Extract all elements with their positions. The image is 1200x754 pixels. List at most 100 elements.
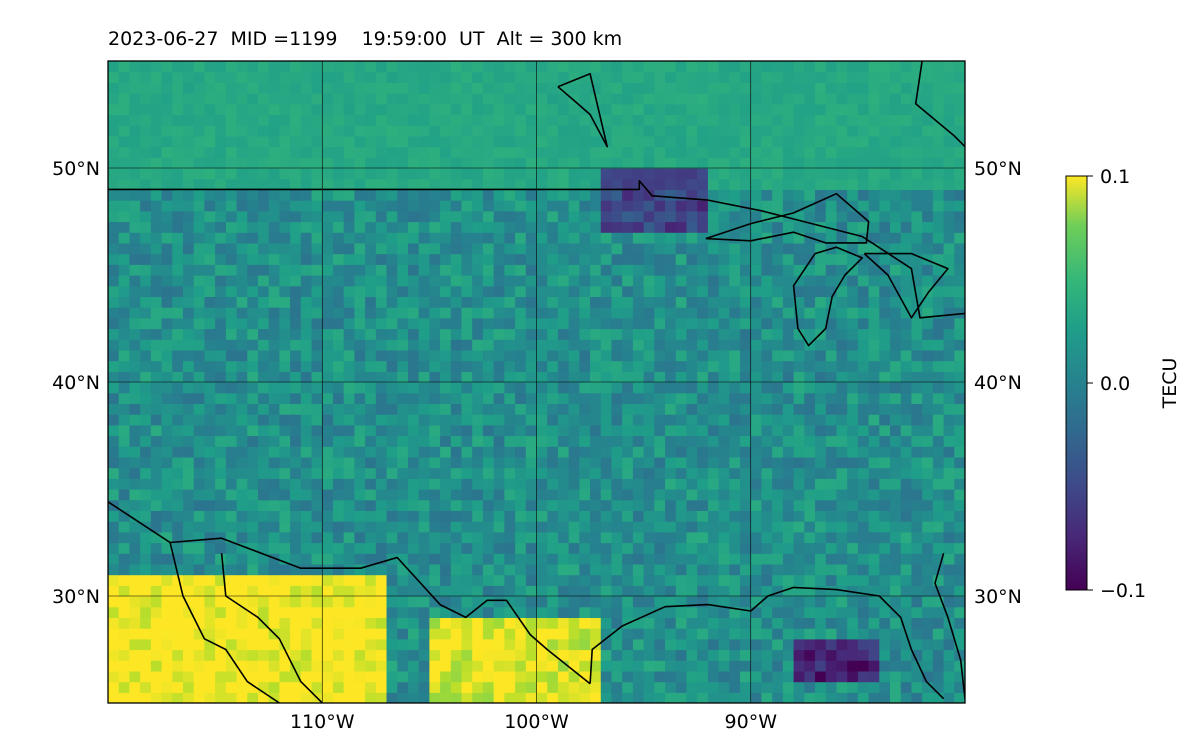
heat-cell	[343, 264, 355, 276]
heat-cell	[375, 403, 388, 415]
heat-cell	[815, 435, 827, 447]
heat-cell	[300, 531, 313, 544]
heat-cell	[407, 317, 420, 330]
heat-cell	[686, 670, 698, 683]
heat-cell	[268, 328, 280, 340]
heat-cell	[450, 103, 463, 116]
heat-cell	[857, 264, 870, 276]
heat-cell	[236, 424, 248, 437]
heat-cell	[954, 71, 965, 83]
heat-cell	[600, 114, 613, 126]
heat-cell	[150, 242, 163, 255]
heat-cell	[729, 328, 741, 340]
heat-cell	[654, 392, 666, 404]
heat-cell	[922, 681, 934, 693]
heat-cell	[225, 681, 238, 693]
heat-cell	[922, 221, 934, 233]
heat-cell	[729, 189, 741, 201]
heat-cell	[493, 349, 505, 362]
heat-cell	[943, 628, 955, 640]
heat-cell	[547, 660, 559, 672]
heat-cell	[332, 296, 345, 308]
heat-cell	[729, 339, 741, 351]
heat-cell	[643, 232, 655, 244]
heat-cell	[129, 617, 141, 629]
heat-cell	[215, 275, 227, 287]
heat-cell	[579, 392, 591, 404]
heat-cell	[204, 617, 216, 629]
heat-cell	[182, 135, 195, 148]
heat-cell	[547, 135, 559, 148]
heat-cell	[761, 392, 773, 404]
heat-cell	[279, 521, 291, 533]
heat-cell	[665, 307, 677, 319]
heat-cell	[665, 638, 677, 651]
heat-cell	[954, 114, 965, 126]
heat-cell	[290, 285, 302, 297]
heat-cell	[804, 189, 816, 201]
heat-cell	[825, 285, 838, 297]
heat-cell	[407, 670, 420, 683]
heat-cell	[300, 456, 313, 469]
heat-cell	[118, 103, 131, 116]
heat-cell	[407, 649, 420, 661]
heat-cell	[129, 157, 141, 169]
heat-cell	[172, 135, 184, 148]
heat-cell	[665, 617, 677, 629]
heat-cell	[193, 232, 206, 244]
heat-cell	[654, 574, 666, 586]
heat-cell	[450, 489, 463, 501]
heat-cell	[922, 135, 934, 148]
heat-cell	[879, 349, 891, 362]
heat-cell	[622, 563, 634, 576]
heat-cell	[900, 307, 913, 319]
heat-cell	[354, 349, 366, 362]
heat-cell	[557, 446, 570, 458]
heat-cell	[675, 521, 688, 533]
heat-cell	[547, 478, 559, 490]
heat-cell	[343, 349, 355, 362]
heat-cell	[890, 617, 902, 629]
heat-cell	[579, 146, 591, 158]
heat-cell	[954, 510, 965, 522]
heat-cell	[954, 307, 965, 319]
heat-cell	[793, 93, 805, 105]
heat-cell	[707, 553, 720, 565]
heat-cell	[900, 596, 913, 608]
heat-cell	[182, 660, 195, 672]
heat-cell	[857, 478, 870, 490]
heat-cell	[590, 585, 602, 597]
heat-cell	[943, 446, 955, 458]
heat-cell	[311, 499, 323, 511]
heat-cell	[879, 285, 891, 297]
heat-cell	[440, 617, 452, 629]
heat-cell	[118, 435, 131, 447]
heat-cell	[236, 670, 248, 683]
heat-cell	[836, 478, 848, 490]
heat-cell	[440, 467, 452, 479]
heat-cell	[450, 275, 463, 287]
heat-cell	[225, 542, 238, 554]
heat-cell	[686, 146, 698, 158]
heat-cell	[686, 296, 698, 308]
heat-cell	[911, 670, 923, 683]
heat-cell	[461, 424, 473, 437]
heat-cell	[525, 71, 538, 83]
heat-cell	[654, 499, 666, 511]
heat-cell	[911, 221, 923, 233]
heat-cell	[568, 242, 580, 255]
heat-cell	[804, 574, 816, 586]
heat-cell	[140, 606, 152, 618]
heat-cell	[643, 424, 655, 437]
heat-cell	[911, 200, 923, 212]
colorbar-label: TECU	[1159, 358, 1181, 410]
heat-cell	[247, 628, 259, 640]
heat-cell	[847, 563, 859, 576]
heat-cell	[108, 531, 120, 544]
heat-cell	[729, 585, 741, 597]
heat-cell	[632, 585, 645, 597]
heat-cell	[472, 403, 484, 415]
heat-cell	[804, 553, 816, 565]
heat-cell	[686, 499, 698, 511]
heat-cell	[890, 71, 902, 83]
